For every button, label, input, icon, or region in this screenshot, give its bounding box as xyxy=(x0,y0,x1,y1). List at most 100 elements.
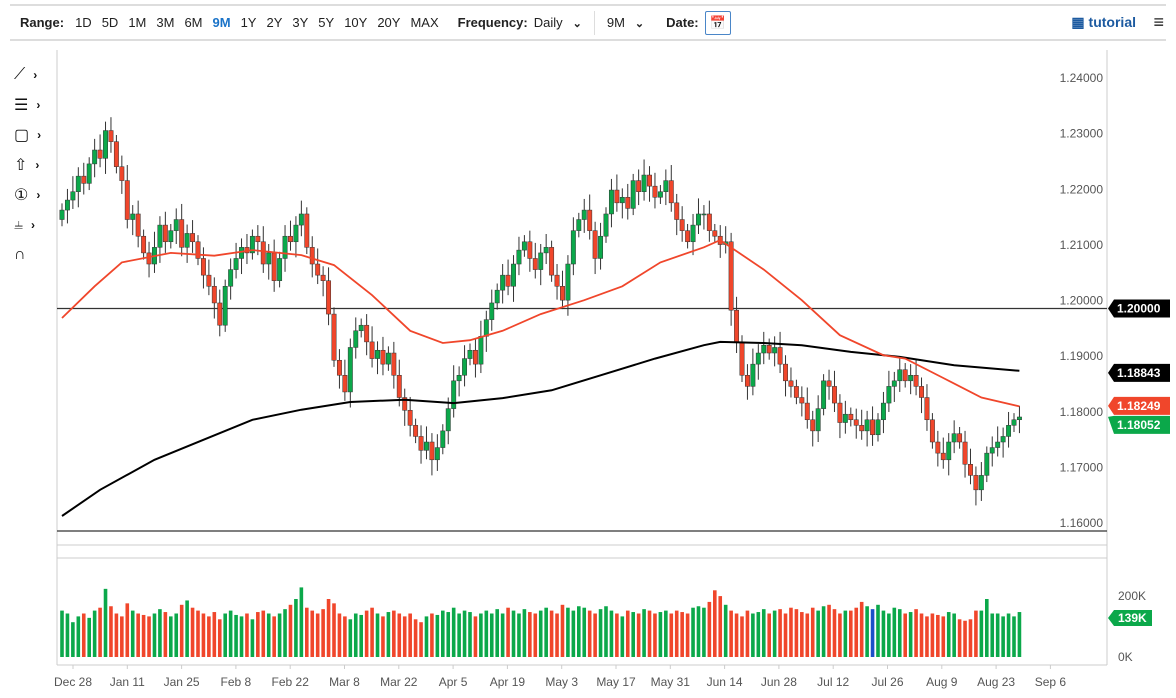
range-1y[interactable]: 1Y xyxy=(240,15,257,30)
volume-bar xyxy=(81,613,86,657)
range-1d[interactable]: 1D xyxy=(75,15,92,30)
period-value: 9M xyxy=(606,15,625,30)
candle-body xyxy=(962,441,968,465)
x-tick-label: May 31 xyxy=(651,675,691,689)
range-2y[interactable]: 2Y xyxy=(266,15,283,30)
candle-body xyxy=(532,258,538,270)
x-tick-label: Mar 22 xyxy=(380,675,418,689)
volume-bar xyxy=(517,613,521,657)
candle-body xyxy=(663,180,669,192)
period-select[interactable]: 9M ⌄ xyxy=(607,15,644,30)
volume-bar xyxy=(685,613,690,657)
candle-body xyxy=(64,199,70,211)
candle-body xyxy=(581,209,587,220)
range-20y[interactable]: 20Y xyxy=(377,15,401,30)
calendar-icon[interactable]: 📅 xyxy=(704,10,731,35)
range-5y[interactable]: 5Y xyxy=(318,15,335,30)
volume-bar xyxy=(185,600,189,657)
candle-body xyxy=(652,185,658,198)
candle-body xyxy=(592,230,598,259)
candle-body xyxy=(940,452,946,461)
candle-body xyxy=(554,274,560,287)
volume-bar xyxy=(381,616,385,657)
candle-body xyxy=(565,263,571,301)
range-10y[interactable]: 10Y xyxy=(344,15,368,30)
candle-body xyxy=(777,347,783,365)
rectangle-tool[interactable]: ▢ › xyxy=(14,120,54,150)
volume-bar xyxy=(533,613,538,657)
volume-bar xyxy=(952,613,956,657)
volume-bar xyxy=(310,610,315,657)
candle-body xyxy=(413,425,419,437)
volume-bar xyxy=(914,609,918,657)
volume-bar xyxy=(968,619,973,657)
candle-body xyxy=(696,213,701,226)
candle-body xyxy=(783,363,788,382)
magnet-tool[interactable]: ∩ xyxy=(14,240,54,270)
candle-body xyxy=(826,380,832,387)
range-max[interactable]: MAX xyxy=(410,15,439,30)
range-3m[interactable]: 3M xyxy=(156,15,175,30)
ma50-line xyxy=(61,239,1020,408)
volume-bar xyxy=(152,613,157,657)
candle-body xyxy=(728,241,734,311)
candle-body xyxy=(799,397,805,404)
volume-bar xyxy=(577,606,581,657)
y-tick-label: 1.17000 xyxy=(1060,460,1104,474)
volume-bar xyxy=(332,603,336,657)
candle-body xyxy=(462,358,468,376)
volume-bar xyxy=(353,613,358,657)
volume-bar xyxy=(783,613,788,657)
candle-body xyxy=(478,336,484,365)
tutorial-link[interactable]: ▦ tutorial xyxy=(1071,14,1136,31)
volume-bar xyxy=(212,612,217,657)
candle-body xyxy=(222,286,228,326)
volume-bar xyxy=(908,612,913,657)
measure-tool[interactable]: ⫨ › xyxy=(14,210,54,240)
candle-body xyxy=(549,247,555,276)
volume-bar xyxy=(473,616,478,657)
chevron-down-icon: ⌄ xyxy=(634,18,645,30)
volume-bar xyxy=(642,609,646,657)
candle-body xyxy=(951,433,957,443)
candle-body xyxy=(59,209,65,220)
arrow-tool[interactable]: ⇧ › xyxy=(14,150,54,180)
candle-body xyxy=(342,375,348,393)
candle-body xyxy=(288,235,293,243)
fibonacci-tool[interactable]: ☰ › xyxy=(14,90,54,120)
volume-bar xyxy=(615,613,619,657)
frequency-select[interactable]: Daily ⌄ xyxy=(534,15,582,30)
volume-bar xyxy=(457,613,461,657)
candle-body xyxy=(75,175,81,192)
range-6m[interactable]: 6M xyxy=(184,15,203,30)
volume-bar xyxy=(593,613,597,657)
candle-body xyxy=(92,149,98,165)
range-3y[interactable]: 3Y xyxy=(292,15,309,30)
candle-body xyxy=(587,209,593,231)
candle-body xyxy=(103,130,108,159)
trendline-tool[interactable]: ⟋ › xyxy=(14,60,54,90)
volume-bar xyxy=(587,610,592,657)
candle-body xyxy=(608,189,614,215)
candle-body xyxy=(679,219,685,231)
volume-bar xyxy=(321,609,325,657)
candle-body xyxy=(157,224,163,248)
volume-bar xyxy=(256,612,260,657)
candle-body xyxy=(832,386,837,404)
range-1m[interactable]: 1M xyxy=(128,15,147,30)
candle-body xyxy=(184,233,190,248)
x-tick-label: Dec 28 xyxy=(54,675,92,689)
volume-bar xyxy=(723,604,728,657)
range-9m[interactable]: 9M xyxy=(212,15,231,30)
volume-bar xyxy=(451,607,456,657)
arrow-up-icon: ⇧ xyxy=(14,157,28,174)
candle-body xyxy=(598,235,604,259)
candle-body xyxy=(505,274,511,287)
hamburger-menu-icon[interactable]: ≡ xyxy=(1153,12,1164,32)
candle-body xyxy=(424,441,429,451)
candle-body xyxy=(304,213,310,248)
annotation-tool[interactable]: ① › xyxy=(14,180,54,210)
range-5d[interactable]: 5D xyxy=(101,15,119,30)
candle-body xyxy=(130,213,136,220)
